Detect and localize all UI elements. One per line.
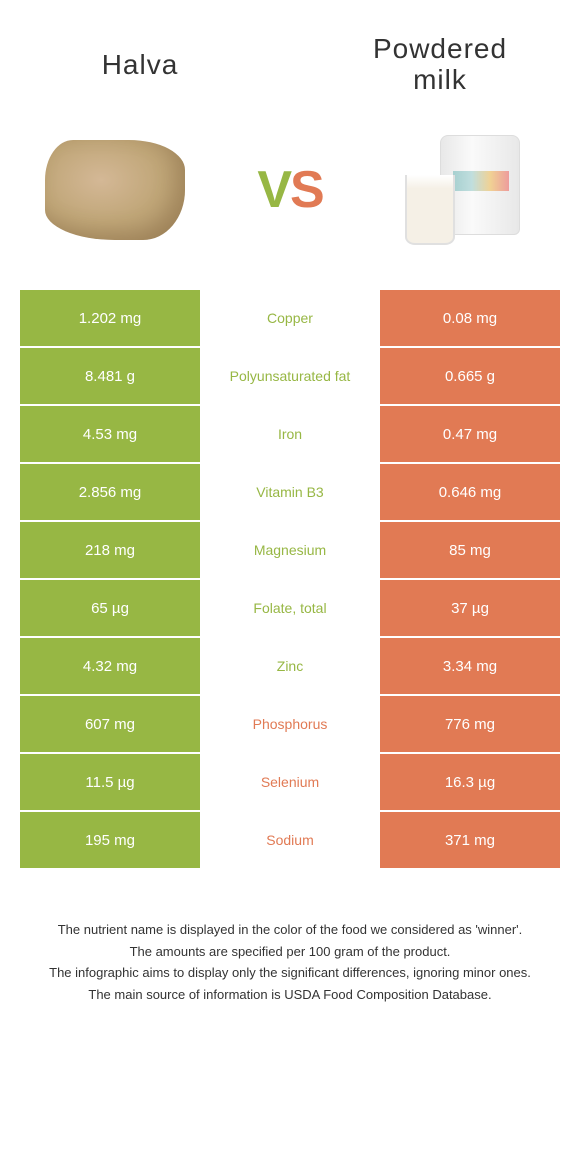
nutrient-table: 1.202 mgCopper0.08 mg8.481 gPolyunsatura… xyxy=(0,290,580,868)
footer-line-4: The main source of information is USDA F… xyxy=(30,985,550,1005)
right-value: 0.665 g xyxy=(380,348,560,404)
left-value: 11.5 µg xyxy=(20,754,200,810)
right-title-line1: Powdered xyxy=(340,34,540,65)
nutrient-label: Iron xyxy=(200,406,380,462)
table-row: 65 µgFolate, total37 µg xyxy=(20,580,560,636)
table-row: 4.53 mgIron0.47 mg xyxy=(20,406,560,462)
nutrient-label: Vitamin B3 xyxy=(200,464,380,520)
right-value: 0.08 mg xyxy=(380,290,560,346)
powdered-milk-image xyxy=(390,125,540,255)
right-value: 0.47 mg xyxy=(380,406,560,462)
nutrient-label: Phosphorus xyxy=(200,696,380,752)
right-value: 16.3 µg xyxy=(380,754,560,810)
right-food-title: Powdered milk xyxy=(340,34,540,96)
footer-line-1: The nutrient name is displayed in the co… xyxy=(30,920,550,940)
right-value: 85 mg xyxy=(380,522,560,578)
nutrient-label: Sodium xyxy=(200,812,380,868)
left-food-title: Halva xyxy=(40,49,240,81)
vs-s: S xyxy=(290,161,323,219)
right-title-line2: milk xyxy=(340,65,540,96)
left-value: 1.202 mg xyxy=(20,290,200,346)
left-value: 4.32 mg xyxy=(20,638,200,694)
table-row: 1.202 mgCopper0.08 mg xyxy=(20,290,560,346)
image-row: VS xyxy=(0,110,580,290)
footer-notes: The nutrient name is displayed in the co… xyxy=(0,870,580,1036)
vs-label: VS xyxy=(257,160,322,220)
footer-line-2: The amounts are specified per 100 gram o… xyxy=(30,942,550,962)
right-value: 776 mg xyxy=(380,696,560,752)
right-value: 3.34 mg xyxy=(380,638,560,694)
right-value: 37 µg xyxy=(380,580,560,636)
table-row: 2.856 mgVitamin B30.646 mg xyxy=(20,464,560,520)
halva-image xyxy=(40,125,190,255)
table-row: 218 mgMagnesium85 mg xyxy=(20,522,560,578)
nutrient-label: Zinc xyxy=(200,638,380,694)
left-value: 218 mg xyxy=(20,522,200,578)
left-value: 2.856 mg xyxy=(20,464,200,520)
left-value: 8.481 g xyxy=(20,348,200,404)
nutrient-label: Selenium xyxy=(200,754,380,810)
right-value: 371 mg xyxy=(380,812,560,868)
nutrient-label: Folate, total xyxy=(200,580,380,636)
table-row: 8.481 gPolyunsaturated fat0.665 g xyxy=(20,348,560,404)
vs-v: V xyxy=(257,161,290,219)
right-value: 0.646 mg xyxy=(380,464,560,520)
table-row: 195 mgSodium371 mg xyxy=(20,812,560,868)
left-value: 195 mg xyxy=(20,812,200,868)
table-row: 11.5 µgSelenium16.3 µg xyxy=(20,754,560,810)
nutrient-label: Polyunsaturated fat xyxy=(200,348,380,404)
header: Halva Powdered milk xyxy=(0,0,580,110)
table-row: 4.32 mgZinc3.34 mg xyxy=(20,638,560,694)
nutrient-label: Copper xyxy=(200,290,380,346)
nutrient-label: Magnesium xyxy=(200,522,380,578)
footer-line-3: The infographic aims to display only the… xyxy=(30,963,550,983)
table-row: 607 mgPhosphorus776 mg xyxy=(20,696,560,752)
left-value: 65 µg xyxy=(20,580,200,636)
left-value: 607 mg xyxy=(20,696,200,752)
left-value: 4.53 mg xyxy=(20,406,200,462)
